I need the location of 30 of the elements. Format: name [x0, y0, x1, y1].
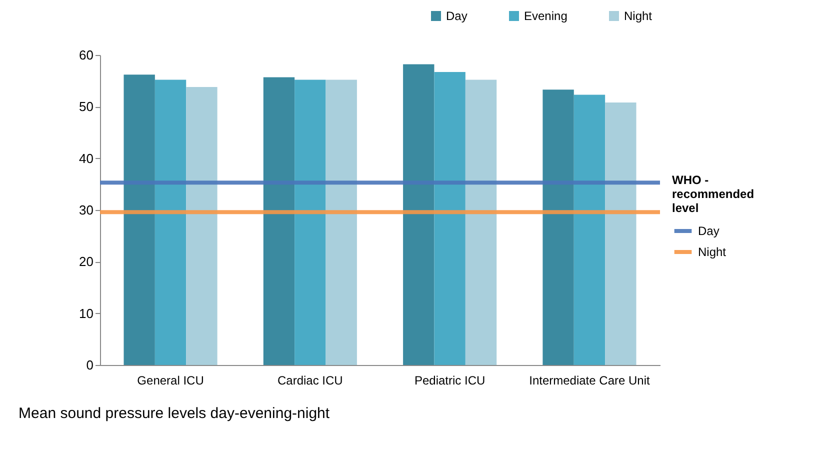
bar: [124, 74, 155, 365]
bar: [434, 72, 466, 365]
bar: [154, 80, 186, 365]
legend-label: Night: [698, 245, 727, 259]
y-tick-label: 40: [79, 150, 94, 166]
bar: [263, 77, 295, 365]
x-tick-label: General ICU: [137, 374, 204, 388]
bar: [326, 80, 357, 365]
legend-label: Day: [446, 9, 468, 23]
legend-label: Day: [698, 224, 720, 238]
bar: [465, 80, 497, 365]
legend-label: Night: [624, 9, 653, 23]
legend-label: Evening: [524, 9, 568, 23]
y-tick-label: 0: [86, 358, 94, 372]
bar: [186, 87, 218, 365]
text: Mean sound pressure levels day-evening-night: [18, 405, 330, 422]
y-tick-label: 50: [79, 99, 94, 114]
x-tick-label: Pediatric ICU: [414, 374, 486, 388]
x-tick-label: Cardiac ICU: [277, 374, 343, 388]
bar: [294, 80, 326, 365]
y-tick-label: 20: [79, 254, 94, 270]
bar: [574, 94, 606, 365]
y-tick-label: 10: [79, 306, 94, 321]
legend-title: WHO - recommended level: [672, 173, 754, 215]
y-tick-label: 30: [79, 202, 94, 218]
x-tick-label: Intermediate Care Unit: [529, 374, 650, 388]
bar: [542, 90, 574, 365]
y-tick-label: 60: [79, 48, 94, 62]
bar: [605, 102, 636, 365]
bar: [403, 64, 434, 365]
